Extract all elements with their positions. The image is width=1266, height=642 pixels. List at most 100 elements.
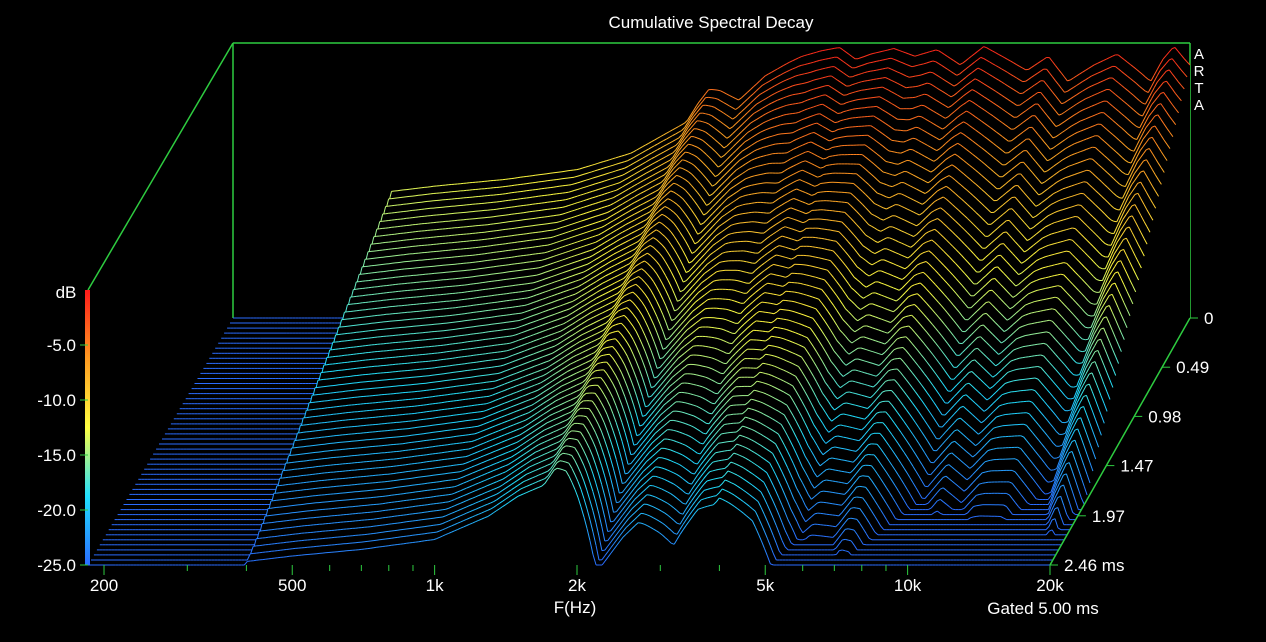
slice-segment: [983, 96, 988, 100]
slice-segment: [642, 178, 647, 182]
slice-segment: [899, 61, 904, 64]
slice-segment: [902, 85, 907, 89]
slice-segment: [744, 105, 748, 110]
slice-segment: [941, 52, 946, 56]
slice-segment: [690, 124, 695, 129]
slice-segment: [771, 77, 775, 81]
slice-segment: [1091, 84, 1095, 87]
slice-segment: [962, 68, 967, 72]
slice-segment: [783, 63, 787, 67]
slice-segment: [576, 168, 581, 171]
slice-segment: [675, 131, 679, 135]
slice-segment: [609, 177, 614, 180]
slice-segment: [1085, 86, 1089, 90]
slice-segment: [860, 56, 865, 59]
slice-segment: [669, 146, 674, 150]
slice-segment: [974, 50, 979, 55]
slice-segment: [600, 167, 605, 170]
slice-segment: [711, 125, 716, 129]
slice-segment: [832, 155, 836, 157]
slice-segment: [636, 147, 640, 151]
slice-segment: [1043, 57, 1047, 60]
slice-segment: [1022, 100, 1027, 104]
slice-segment: [911, 54, 916, 57]
slice-segment: [816, 113, 820, 115]
slice-segment: [648, 146, 653, 150]
slice-segment: [1097, 71, 1101, 74]
slice-segment: [843, 118, 847, 121]
slice-segment: [1019, 79, 1023, 83]
slice-segment: [681, 127, 686, 131]
slice-segment: [894, 92, 898, 96]
slice-segment: [1132, 66, 1137, 70]
slice-segment: [795, 83, 799, 86]
slice-segment: [1049, 88, 1054, 93]
slice-segment: [753, 90, 757, 94]
slice-segment: [935, 74, 940, 78]
slice-segment: [1064, 76, 1068, 82]
slice-segment: [822, 67, 826, 70]
slice-segment: [1037, 70, 1041, 74]
slice-segment: [798, 64, 802, 67]
slice-segment: [1103, 68, 1107, 72]
slice-segment: [777, 133, 782, 135]
slice-segment: [1004, 124, 1009, 128]
slice-segment: [968, 89, 973, 93]
slice-segment: [900, 96, 904, 99]
slice-segment: [1171, 73, 1176, 79]
slice-segment: [1151, 100, 1155, 106]
slice-segment: [942, 116, 946, 119]
slice-segment: [645, 154, 650, 157]
slice-segment: [651, 173, 656, 177]
slice-segment: [1082, 69, 1086, 73]
slice-segment: [1046, 84, 1051, 89]
slice-segment: [858, 89, 862, 92]
slice-segment: [490, 251, 494, 254]
slice-segment: [828, 57, 832, 60]
slice-segment: [615, 162, 620, 165]
slice-segment: [986, 59, 990, 63]
slice-segment: [977, 79, 982, 83]
slice-segment: [1079, 90, 1083, 94]
slice-segment: [765, 73, 769, 77]
slice-segment: [885, 67, 889, 69]
slice-segment: [1148, 98, 1152, 105]
slice-segment: [720, 110, 724, 114]
slice-segment: [825, 58, 829, 60]
slice-segment: [962, 85, 967, 89]
slice-segment: [1073, 112, 1078, 116]
slice-segment: [660, 140, 664, 143]
slice-segment: [1127, 133, 1132, 137]
slice-segment: [1028, 115, 1033, 119]
slice-segment: [896, 71, 901, 74]
slice-segment: [866, 62, 871, 64]
slice-segment: [591, 183, 596, 186]
slice-segment: [766, 154, 770, 156]
slice-segment: [980, 56, 984, 60]
slice-segment: [723, 102, 727, 105]
slice-segment: [603, 160, 607, 162]
slice-segment: [1085, 77, 1089, 81]
slice-segment: [1052, 61, 1056, 66]
slice-segment: [1129, 78, 1134, 82]
slice-segment: [813, 51, 817, 54]
slice-segment: [789, 76, 793, 80]
slice-segment: [705, 142, 710, 147]
slice-segment: [1034, 82, 1038, 86]
slice-segment: [738, 104, 742, 108]
slice-segment: [968, 80, 973, 84]
slice-segment: [762, 98, 766, 101]
slice-segment: [508, 192, 512, 194]
slice-segment: [786, 86, 790, 89]
slice-segment: [627, 152, 631, 155]
slice-segment: [1157, 85, 1161, 91]
slice-segment: [1055, 95, 1060, 101]
slice-segment: [1016, 114, 1021, 118]
slice-segment: [771, 93, 775, 96]
slice-segment: [1076, 73, 1080, 77]
slice-segment: [624, 183, 629, 186]
slice-segment: [828, 85, 832, 88]
slice-segment: [798, 92, 802, 95]
slice-segment: [849, 84, 853, 87]
